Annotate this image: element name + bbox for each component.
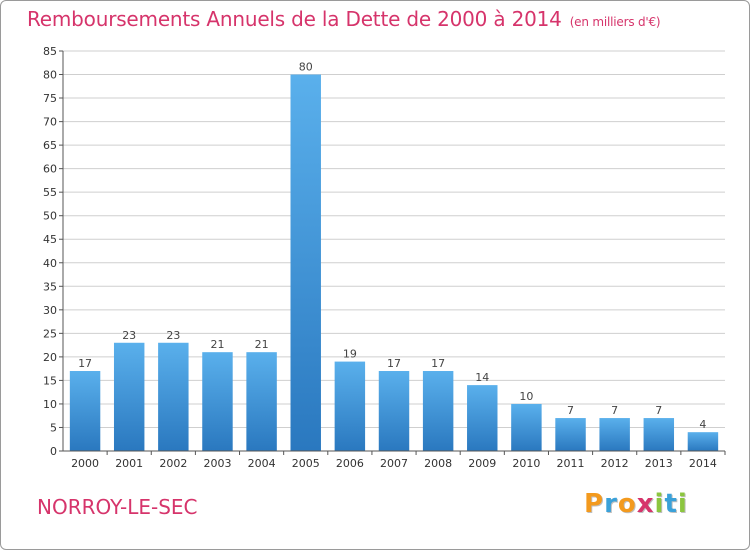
bar	[113, 342, 145, 451]
data-label: 4	[699, 418, 706, 431]
y-tick-label: 75	[43, 92, 57, 105]
y-tick-label: 45	[43, 233, 57, 246]
x-tick-label: 2004	[248, 457, 276, 470]
x-tick-label: 2006	[336, 457, 364, 470]
bar	[467, 385, 498, 451]
x-tick-label: 2003	[203, 457, 231, 470]
logo-letter: i	[677, 489, 688, 519]
x-tick-label: 2009	[468, 457, 496, 470]
bar	[334, 361, 366, 451]
bar	[643, 418, 675, 451]
commune-name: NORROY-LE-SEC	[37, 495, 198, 519]
x-tick-label: 2000	[71, 457, 99, 470]
x-tick-label: 2007	[380, 457, 408, 470]
data-label: 17	[387, 357, 401, 370]
bar	[202, 352, 233, 451]
logo-letter: x	[636, 489, 655, 519]
chart-title: Remboursements Annuels de la Dette de 20…	[27, 7, 661, 31]
y-tick-label: 10	[43, 398, 57, 411]
y-tick-label: 85	[43, 45, 57, 58]
logo-letter: i	[654, 489, 665, 519]
x-tick-label: 2011	[557, 457, 585, 470]
logo-letter: P	[584, 489, 605, 519]
chart-title-text: Remboursements Annuels de la Dette de 20…	[27, 7, 562, 31]
data-label: 10	[519, 390, 533, 403]
y-tick-label: 50	[43, 210, 57, 223]
y-tick-label: 20	[43, 351, 57, 364]
data-label: 80	[299, 61, 313, 74]
bar-layer	[69, 74, 719, 451]
data-label: 19	[343, 348, 357, 361]
y-tick-label: 0	[50, 445, 57, 458]
y-tick-label: 60	[43, 163, 57, 176]
logo-letter: o	[617, 489, 637, 519]
data-label: 21	[210, 338, 224, 351]
bar	[687, 432, 719, 451]
data-label: 14	[475, 371, 489, 384]
y-tick-label: 15	[43, 374, 57, 387]
data-label: 17	[78, 357, 92, 370]
bar	[158, 342, 189, 451]
y-tick-label: 5	[50, 421, 57, 434]
y-tick-label: 80	[43, 69, 57, 82]
x-tick-label: 2002	[159, 457, 187, 470]
bar	[555, 418, 586, 451]
bar	[422, 371, 454, 451]
y-tick-label: 25	[43, 327, 57, 340]
y-tick-label: 40	[43, 257, 57, 270]
data-label: 7	[567, 404, 574, 417]
axis-layer: 0 5 10 15 20 25 30 35 40 45 50 55 60 65 70 75 80 85 17 2000…	[43, 45, 726, 470]
data-label: 17	[431, 357, 445, 370]
x-tick-label: 2014	[689, 457, 717, 470]
y-tick-label: 65	[43, 139, 57, 152]
y-tick-label: 30	[43, 304, 57, 317]
x-tick-label: 2001	[115, 457, 143, 470]
data-label: 7	[655, 404, 662, 417]
x-tick-label: 2013	[645, 457, 673, 470]
y-tick-label: 70	[43, 116, 57, 129]
bar	[246, 352, 277, 451]
logo-letter: r	[604, 489, 618, 519]
bar	[599, 418, 630, 451]
y-tick-label: 55	[43, 186, 57, 199]
data-label: 7	[611, 404, 618, 417]
y-tick-label: 35	[43, 280, 57, 293]
x-tick-label: 2012	[601, 457, 629, 470]
data-label: 23	[122, 329, 136, 342]
logo-letter: t	[664, 489, 678, 519]
proxiti-logo[interactable]: Proxiti	[584, 489, 688, 519]
bar	[69, 371, 101, 451]
chart-unit: (en milliers d'€)	[569, 15, 661, 29]
bar	[378, 371, 410, 451]
data-label: 23	[166, 329, 180, 342]
x-tick-label: 2005	[292, 457, 320, 470]
x-tick-label: 2008	[424, 457, 452, 470]
bar	[511, 403, 542, 451]
bar	[290, 74, 321, 451]
data-label: 21	[255, 338, 269, 351]
x-tick-label: 2010	[512, 457, 540, 470]
